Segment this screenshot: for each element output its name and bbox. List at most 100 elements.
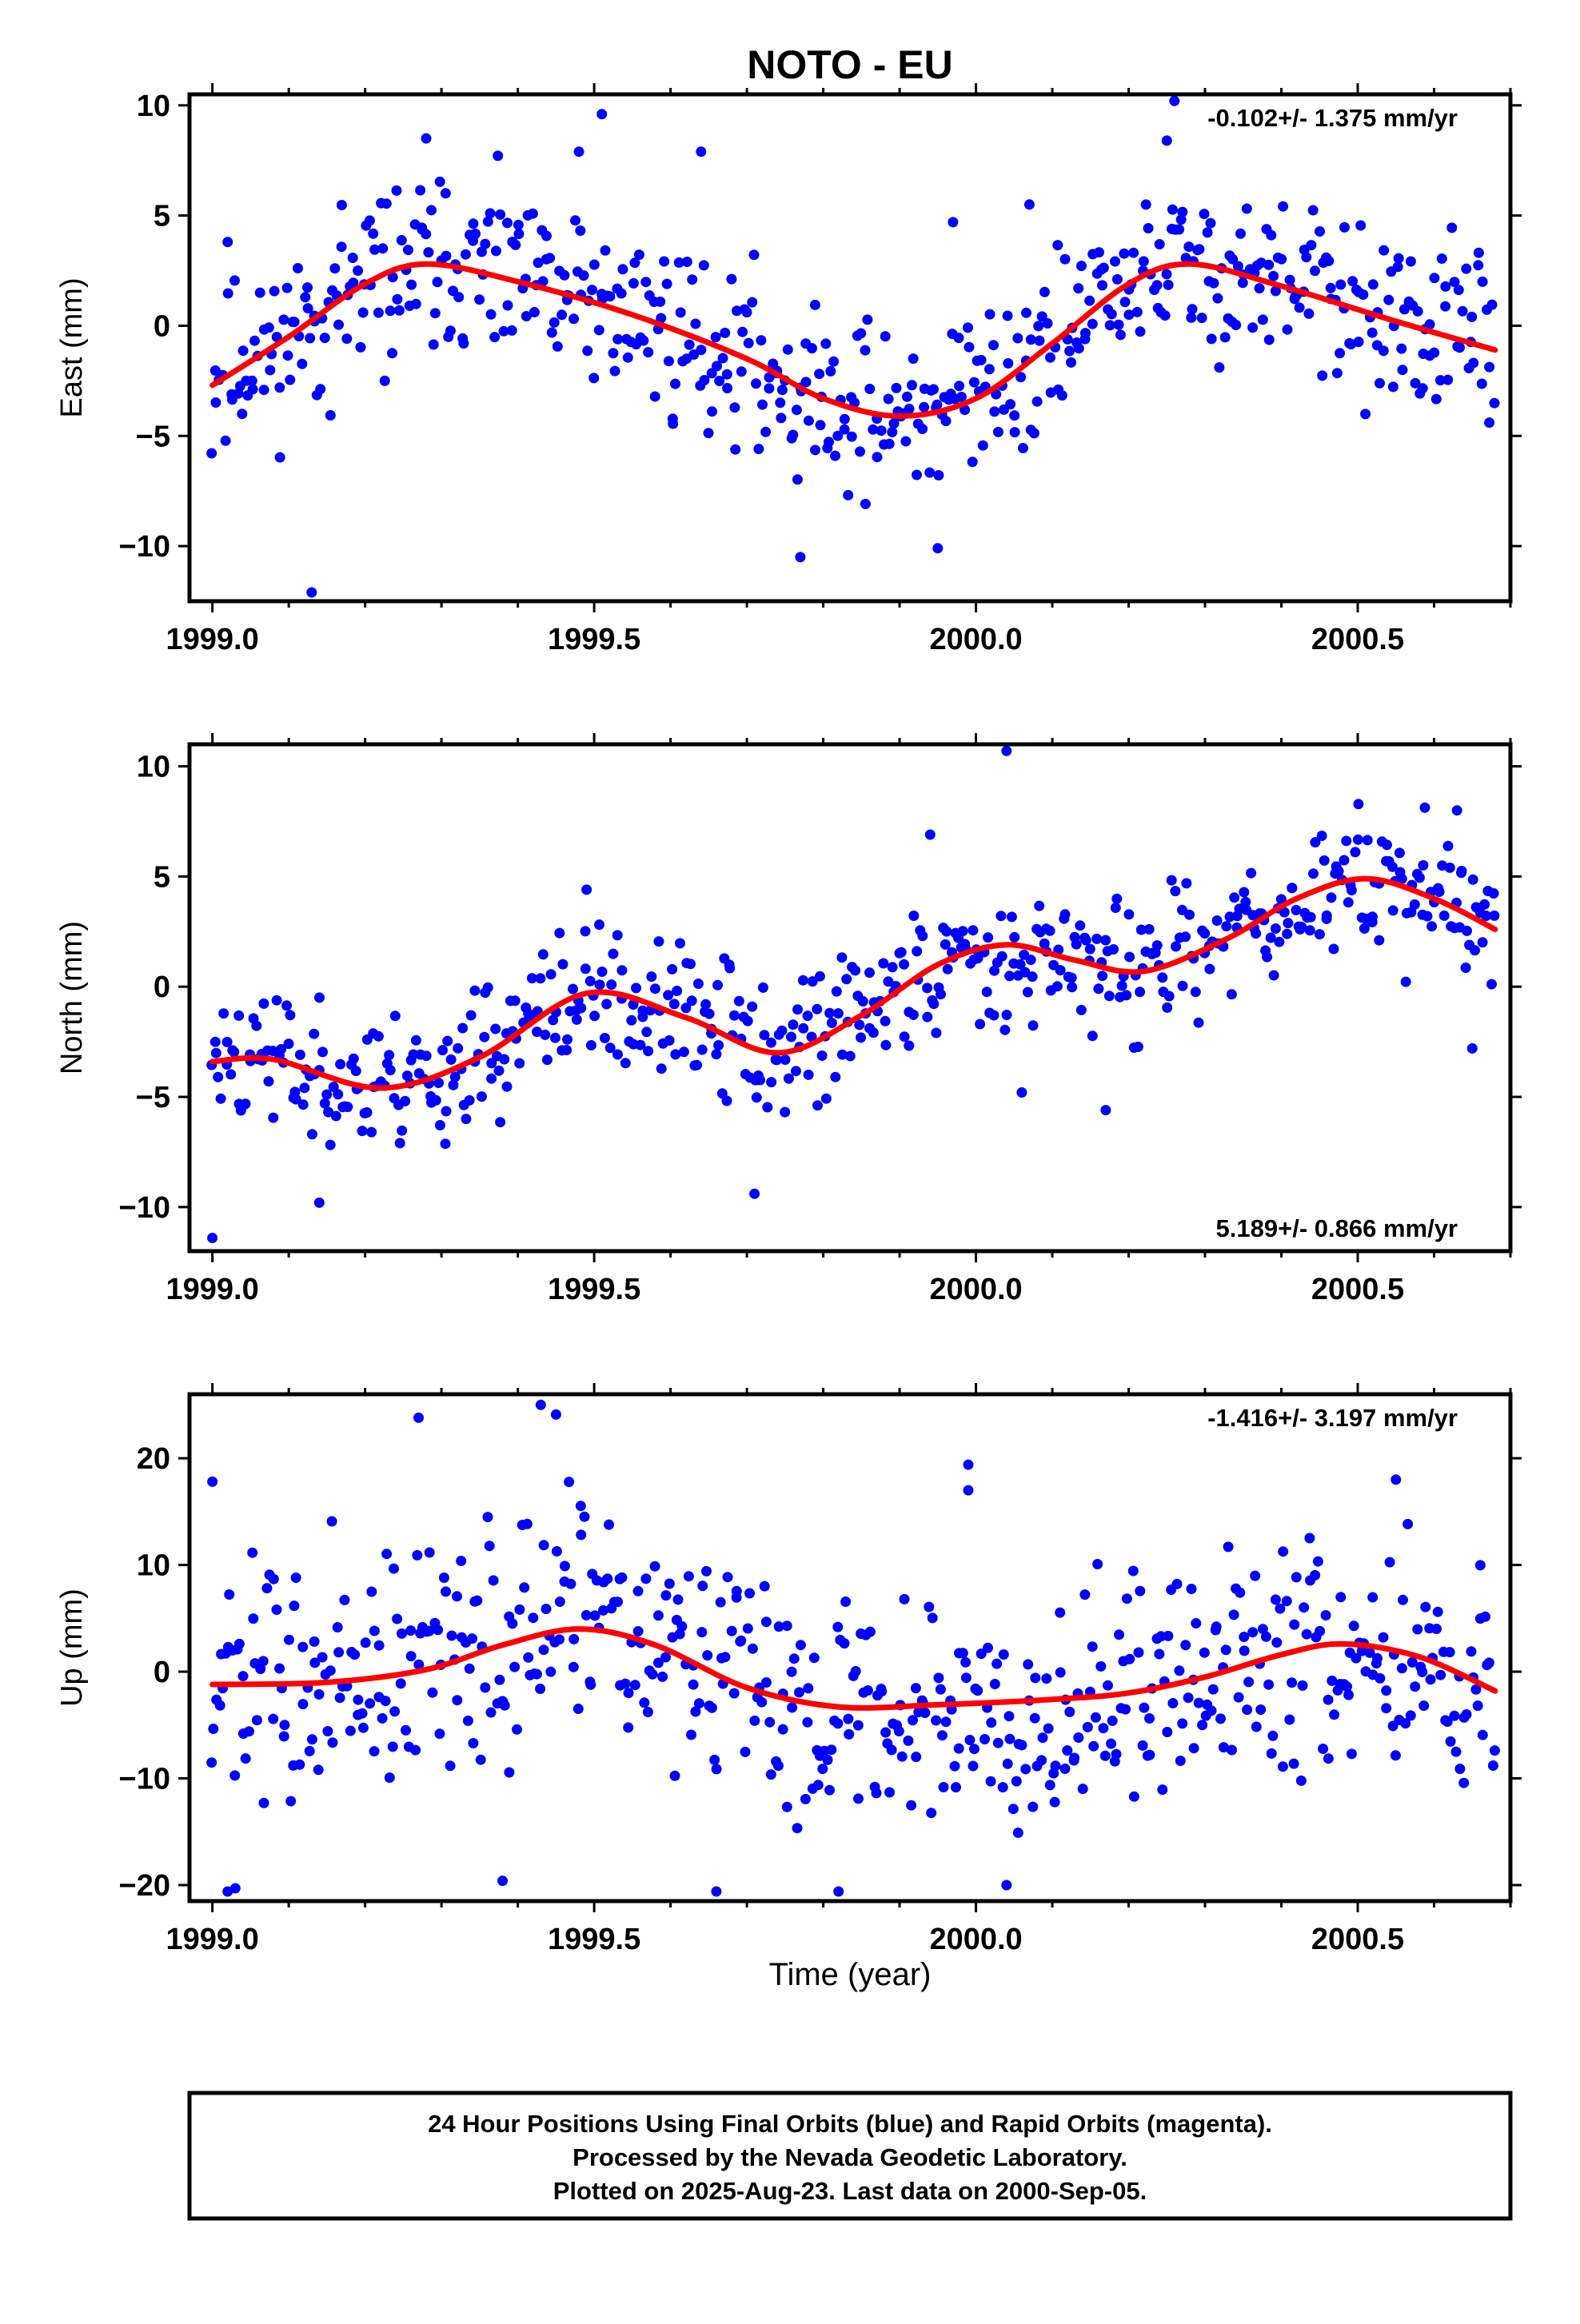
data-point — [1170, 886, 1181, 897]
data-point — [357, 307, 369, 318]
data-point — [1229, 892, 1240, 903]
data-point — [878, 958, 889, 969]
data-point — [880, 331, 891, 342]
data-point — [384, 1772, 395, 1784]
data-point — [777, 1724, 788, 1735]
data-point — [507, 1618, 518, 1629]
data-point — [1205, 217, 1216, 229]
data-point — [864, 1626, 876, 1637]
data-point — [839, 1638, 850, 1649]
data-point — [852, 1720, 864, 1731]
data-point — [911, 1752, 922, 1763]
data-point — [361, 1107, 373, 1118]
data-point — [1028, 428, 1039, 439]
data-point — [1271, 1637, 1283, 1648]
data-point — [1400, 976, 1411, 987]
data-point — [427, 1687, 438, 1698]
data-point — [633, 249, 644, 261]
data-point — [537, 276, 549, 287]
data-point — [1287, 1677, 1298, 1688]
data-point — [1020, 1764, 1031, 1775]
data-point — [765, 1769, 776, 1780]
data-point — [209, 1036, 221, 1047]
data-point — [1303, 308, 1315, 319]
data-point — [1412, 305, 1423, 317]
data-point — [1263, 334, 1275, 345]
data-point — [833, 1886, 844, 1897]
data-point — [963, 1459, 974, 1470]
data-point — [795, 1640, 806, 1651]
data-point — [1029, 1712, 1040, 1724]
data-point — [989, 1679, 1000, 1689]
data-point — [1169, 95, 1180, 106]
data-point — [1422, 911, 1433, 922]
data-point — [323, 1106, 334, 1118]
data-point — [713, 1040, 724, 1050]
data-point — [546, 327, 557, 338]
data-point — [639, 1697, 650, 1708]
data-point — [773, 1621, 784, 1632]
data-point — [385, 305, 396, 317]
data-point — [452, 1591, 462, 1602]
data-point — [389, 1011, 401, 1022]
data-point — [467, 1633, 477, 1644]
data-point — [936, 989, 946, 1000]
data-point — [1460, 963, 1471, 973]
data-point — [860, 345, 871, 356]
data-point — [489, 332, 501, 343]
data-point — [1284, 1714, 1295, 1725]
data-point — [317, 1046, 328, 1058]
data-point — [649, 1561, 660, 1572]
data-point — [222, 288, 233, 299]
data-point — [1420, 1601, 1431, 1612]
data-point — [1436, 253, 1447, 264]
data-point — [373, 1640, 385, 1651]
data-point — [247, 1547, 258, 1558]
data-point — [453, 1042, 464, 1054]
data-point — [726, 273, 737, 285]
data-point — [1154, 1648, 1165, 1660]
data-point — [1267, 1730, 1279, 1741]
caption-line-1: 24 Hour Positions Using Final Orbits (bl… — [428, 2110, 1272, 2138]
y-tick-label: 0 — [154, 1656, 170, 1689]
data-point — [594, 919, 604, 931]
data-point — [712, 979, 723, 991]
data-point — [660, 1590, 672, 1601]
data-point — [953, 333, 964, 344]
data-point — [655, 296, 666, 307]
data-point — [1351, 1652, 1362, 1664]
data-point — [826, 1018, 837, 1028]
data-point — [1325, 282, 1336, 293]
data-point — [841, 974, 852, 985]
data-point — [428, 339, 439, 350]
data-point — [207, 1233, 218, 1243]
data-point — [792, 1004, 803, 1015]
data-point — [1432, 1606, 1443, 1617]
data-point — [229, 1770, 241, 1781]
data-point — [1082, 1721, 1093, 1732]
data-point — [341, 333, 353, 345]
data-point — [1151, 280, 1163, 291]
data-point — [327, 1737, 338, 1748]
data-point — [681, 257, 692, 267]
data-point — [919, 401, 930, 413]
data-point — [1396, 1663, 1407, 1674]
data-point — [392, 1613, 403, 1624]
data-point — [764, 1716, 776, 1728]
data-point — [678, 1046, 689, 1058]
data-point — [1456, 866, 1467, 876]
data-point — [788, 429, 799, 440]
data-point — [802, 1011, 813, 1022]
data-point — [580, 963, 591, 975]
data-point — [942, 963, 953, 975]
data-point — [557, 959, 569, 970]
data-point — [668, 999, 680, 1010]
data-point — [629, 257, 640, 269]
data-point — [559, 269, 570, 281]
data-point — [215, 1093, 226, 1104]
data-point — [1339, 221, 1350, 233]
data-point — [1143, 223, 1154, 233]
data-point — [585, 1040, 596, 1050]
data-point — [803, 415, 814, 426]
data-point — [1489, 910, 1500, 921]
